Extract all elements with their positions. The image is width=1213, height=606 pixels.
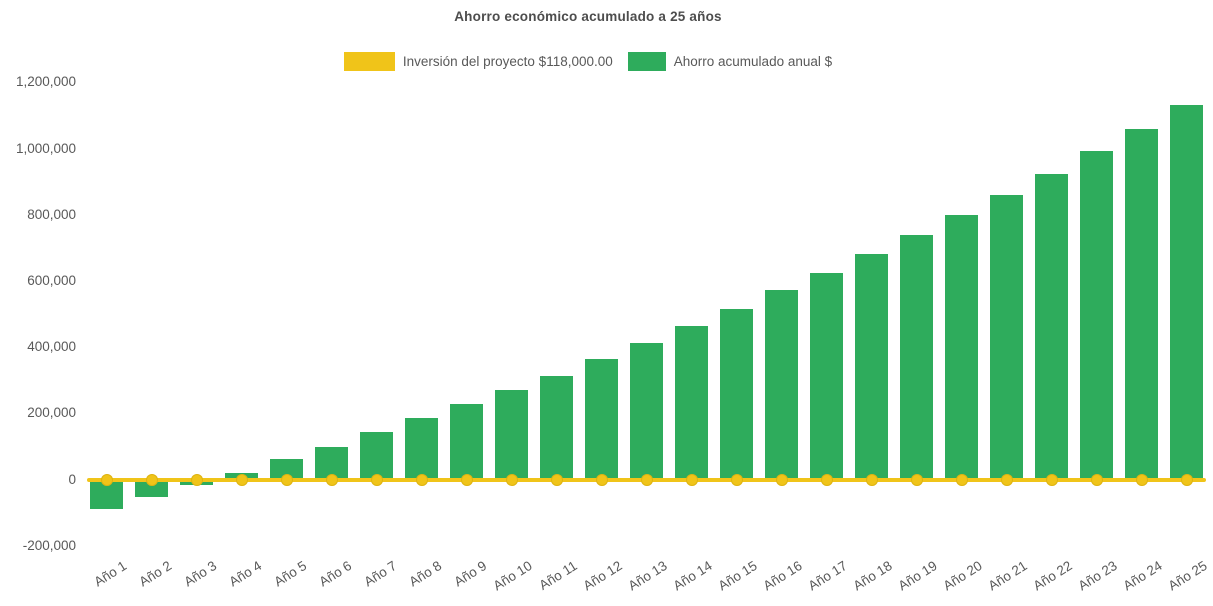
bar-year-9 [450,403,483,480]
x-axis-label-7: Año 7 [361,558,400,590]
marker-year-2 [145,473,158,486]
y-axis-label: 200,000 [27,405,76,421]
legend: Inversión del proyecto $118,000.00 Ahorr… [0,52,1176,71]
marker-year-20 [955,473,968,486]
x-axis-label-21: Año 21 [985,558,1030,594]
x-axis-label-5: Año 5 [271,558,310,590]
marker-year-22 [1045,473,1058,486]
y-axis-label: 1,000,000 [15,140,76,156]
x-axis-label-11: Año 11 [536,558,580,593]
bar-year-20 [945,215,978,480]
x-axis-label-24: Año 24 [1120,558,1165,594]
bar-year-11 [540,375,573,480]
marker-year-12 [595,473,608,486]
x-axis-label-1: Año 1 [91,558,130,590]
marker-year-19 [910,473,923,486]
marker-year-4 [235,473,248,486]
x-axis-label-18: Año 18 [850,558,895,594]
x-axis-label-4: Año 4 [226,558,265,590]
marker-year-1 [100,473,113,486]
bar-year-13 [630,342,663,480]
x-axis-label-25: Año 25 [1165,558,1210,594]
bar-year-14 [675,326,708,480]
marker-year-23 [1090,473,1103,486]
x-axis-label-22: Año 22 [1030,558,1075,594]
marker-year-10 [505,473,518,486]
x-axis-label-20: Año 20 [940,558,985,594]
marker-year-15 [730,473,743,486]
x-axis-label-13: Año 13 [625,558,670,594]
y-axis-label: 800,000 [27,206,76,222]
bar-year-21 [990,195,1023,480]
bar-year-5 [270,459,303,480]
bar-year-23 [1080,151,1113,480]
y-axis-label: 600,000 [27,272,76,288]
bar-year-17 [810,273,843,480]
bar-year-16 [765,290,798,480]
legend-swatch-investment-line [343,52,395,71]
x-axis-label-2: Año 2 [136,558,175,590]
bar-year-2 [135,479,168,498]
marker-year-25 [1180,473,1193,486]
bar-year-19 [900,234,933,480]
marker-year-18 [865,473,878,486]
bar-year-15 [720,308,753,480]
marker-year-8 [415,473,428,486]
bar-year-22 [1035,173,1068,480]
x-axis-label-15: Año 15 [715,558,760,594]
y-axis-label: 1,200,000 [15,74,76,90]
marker-year-13 [640,473,653,486]
marker-year-6 [325,473,338,486]
x-axis-label-8: Año 8 [406,558,445,590]
bar-year-24 [1125,128,1158,480]
marker-year-9 [460,473,473,486]
x-axis-label-12: Año 12 [580,558,625,594]
bar-year-12 [585,358,618,480]
legend-label-investment: Inversión del proyecto $118,000.00 [402,54,613,69]
bar-year-7 [360,432,393,480]
bar-year-8 [405,418,438,480]
bar-year-25 [1170,105,1203,480]
bar-year-18 [855,254,888,480]
legend-item-savings: Ahorro acumulado anual $ [627,52,833,71]
x-axis-label-17: Año 17 [805,558,850,594]
legend-item-investment: Inversión del proyecto $118,000.00 [343,52,613,71]
marker-year-14 [685,473,698,486]
marker-year-17 [820,473,833,486]
marker-year-21 [1000,473,1013,486]
chart-title: Ahorro económico acumulado a 25 años [454,9,722,24]
x-axis-label-3: Año 3 [181,558,220,590]
marker-year-16 [775,473,788,486]
x-axis-label-10: Año 10 [490,558,535,594]
marker-year-5 [280,473,293,486]
y-axis-label: -200,000 [22,537,76,553]
bar-year-10 [495,389,528,480]
x-axis-label-14: Año 14 [670,558,715,594]
marker-year-7 [370,473,383,486]
y-axis-label: 0 [68,471,76,487]
legend-swatch-savings-bar [627,52,666,71]
marker-year-3 [190,473,203,486]
marker-year-24 [1135,473,1148,486]
marker-year-11 [550,473,563,486]
x-axis-label-6: Año 6 [316,558,355,590]
x-axis-label-23: Año 23 [1075,558,1120,594]
x-axis-label-16: Año 16 [760,558,805,594]
x-axis-label-19: Año 19 [895,558,940,594]
y-axis-label: 400,000 [27,339,76,355]
x-axis-label-9: Año 9 [451,558,490,590]
legend-label-savings: Ahorro acumulado anual $ [673,54,833,69]
